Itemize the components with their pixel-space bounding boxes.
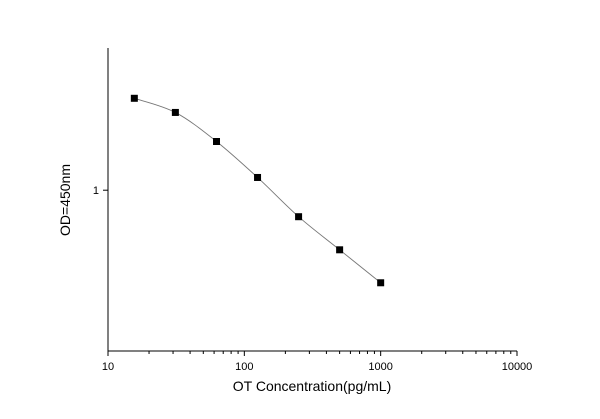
x-axis-label: OT Concentration(pg/mL) <box>233 378 391 394</box>
x-tick-label: 100 <box>235 361 253 373</box>
x-tick-label: 10 <box>102 361 114 373</box>
data-point-marker <box>171 108 179 116</box>
series-line <box>134 97 381 284</box>
data-point-marker <box>130 94 138 102</box>
plot-area <box>107 48 517 352</box>
data-point-marker <box>254 173 262 181</box>
data-point-marker <box>336 246 344 254</box>
data-point-marker <box>377 279 385 287</box>
x-axis-ticks: 10 100 1000 10000 <box>102 351 532 373</box>
x-tick-label: 1000 <box>368 361 392 373</box>
x-tick-label: 10000 <box>502 361 533 373</box>
data-markers <box>130 94 385 287</box>
y-tick-label: 1 <box>93 185 99 197</box>
y-axis-ticks: 1 <box>93 185 108 197</box>
data-point-marker <box>295 213 303 221</box>
data-point-marker <box>213 137 221 145</box>
y-axis-label: OD=450nm <box>57 164 73 236</box>
